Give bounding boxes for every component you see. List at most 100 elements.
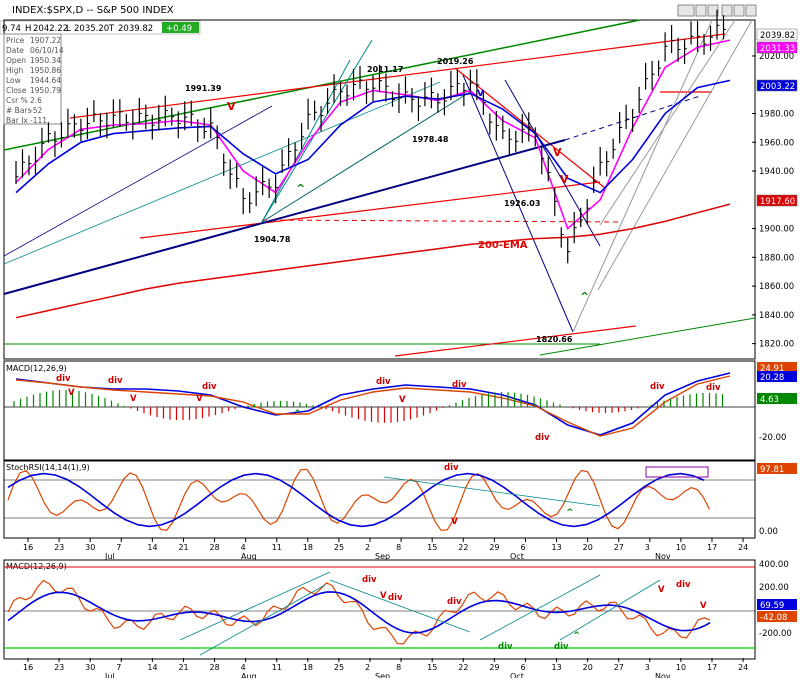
close-button[interactable] [745,4,757,17]
xaxis-2-label-21: 10 [676,663,686,672]
up-channel-3 [599,19,736,226]
wmacd-div-2: div [447,597,462,607]
wmacd-v-1: V [380,591,387,601]
trendline-green-lower [539,317,756,356]
xaxis-2-label-13: 15 [427,663,437,672]
down-leg-1 [462,74,574,333]
wmacd-axis-200: 200.00 [759,583,789,593]
xaxis-1-label-18: 20 [583,543,593,552]
stoch-axis-0: 0.00 [759,527,778,537]
macd-tag-1: 20.28 [760,373,784,383]
macd-div-3: div [202,382,217,392]
label-2019: 2019.26 [437,57,474,66]
label-1926: 1926.03 [504,199,540,208]
xaxis-2-label-12: 8 [396,663,401,672]
wmacd-trend-4 [559,579,661,641]
info-label-0: Price [6,36,25,45]
xaxis-1-label-23: 24 [738,543,748,552]
xaxis-2-label-18: 20 [583,663,593,672]
macd-v-4: V [399,395,406,405]
mark-up-2: ^ [580,290,589,303]
xaxis-2-label-3: 7 [116,663,121,672]
wmacd-div-5: div [676,580,691,590]
info-value-7: -52 [30,106,42,115]
xaxis-2-label-17: 13 [552,663,562,672]
fan-3 [261,91,471,223]
info-value-8: -111 [30,116,47,125]
window-title: INDEX:$SPX,D -- S&P 500 INDEX [12,5,174,16]
trendline-navy [3,139,566,295]
macd-tag-0: 24.91 [760,364,784,374]
xaxis-1-label-0: 16 [23,543,33,552]
info-box-frame [3,33,62,125]
zoom-in-button[interactable] [707,4,719,17]
info-value-3: 1950.86 [30,66,61,75]
xaxis-2-label-9: 18 [303,663,313,672]
xaxis-2-month-3: Oct [510,672,524,678]
quote-change: +0.49 [166,24,192,34]
minimize-button[interactable] [721,4,733,17]
macd-v-2: V [130,394,137,404]
price-annotations: 1991.39 2011.17 2019.26 1978.48 1904.78 … [185,57,573,344]
trendlines [3,19,756,357]
price-tick-label-5: 1880.00 [759,253,794,263]
quote-t-label: T [108,24,115,34]
info-value-1: 06/10/14 [30,46,64,55]
xaxis-2-label-15: 29 [489,663,499,672]
xaxis-1-label-13: 15 [427,543,437,552]
mark-v-2: V [477,89,484,99]
macd-up-1: ^ [294,409,301,419]
info-value-4: 1944.64 [30,76,61,85]
trendline-red-lower [394,325,637,357]
wmacd-div-6: div [388,593,403,603]
back-button[interactable] [677,4,695,17]
price-marks: V V V V ^ ^ [227,89,589,303]
xaxis-2-label-23: 24 [738,663,748,672]
label-1978: 1978.48 [412,135,449,144]
quote-last: 2039.82 [118,24,153,34]
price-tag-3: 1917.60 [760,197,795,207]
x-axis-daily-bottom: 16 23 30 7 14 21 28 4 11 18 25 2 8 15 22 29 6 13 20 27 3 10 17… [23,658,748,681]
price-tag-bg-2 [756,79,798,92]
macd-div-5: div [452,380,467,390]
macd-div-4: div [376,377,391,387]
xaxis-1-label-5: 21 [178,543,188,552]
price-bars-layer [15,9,727,264]
mark-v-3: V [553,146,562,159]
macd-annotations: div div div div div div div div V V V V … [56,374,721,443]
stoch-div: div [444,463,459,473]
stoch-v: V [451,517,458,527]
price-tick-label-6: 1860.00 [759,282,794,292]
macd-v-1: V [68,388,75,398]
wmacd-trend-1 [199,584,326,656]
price-tag-1: 2031.33 [760,44,795,54]
window-controls[interactable] [677,4,757,17]
macd-tag-bg-1 [757,371,797,382]
wmacd-v-3: V [700,601,707,611]
up-channel-1 [572,19,713,333]
wmacd-tag-1: -42.08 [760,613,787,623]
maximize-button[interactable] [733,4,745,17]
info-label-5: Close [6,86,27,95]
info-label-6: Csr % [6,96,28,105]
downtrend-red [454,67,606,189]
stoch-panel [3,460,756,539]
xaxis-2-month-4: Nov [655,672,671,678]
stoch-layer [4,466,755,532]
xaxis-1-label-21: 10 [676,543,686,552]
wmacd-layer [4,566,755,656]
up-channel-2 [597,19,753,291]
xaxis-1-label-4: 14 [147,543,157,552]
xaxis-2-label-4: 14 [147,663,157,672]
xaxis-2-label-10: 25 [334,663,344,672]
zoom-out-button[interactable] [695,4,707,17]
macd-div-8: div [706,383,721,393]
thin-navy-1 [3,105,273,257]
info-value-2: 1950.34 [30,56,61,65]
wmacd-tag-bg-0 [757,599,797,610]
xaxis-2-label-5: 21 [178,663,188,672]
xaxis-1-label-3: 7 [116,543,121,552]
info-value-5: 1950.79 [30,86,61,95]
macd-div-7: div [650,382,665,392]
